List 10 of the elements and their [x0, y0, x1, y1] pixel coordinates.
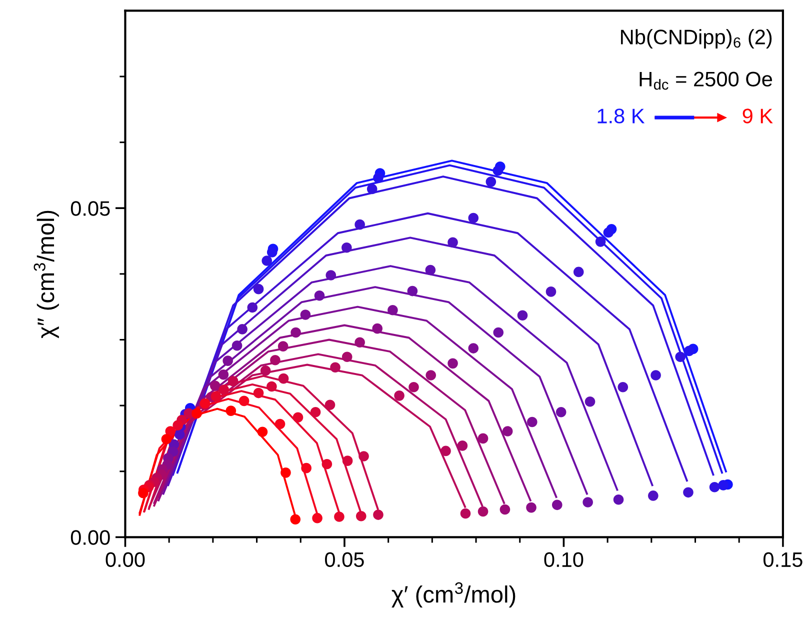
- annotation: H$_{dc}$ = 2500 Oe: [640, 72, 772, 90]
- x-tick-label: 0.15: [763, 552, 802, 568]
- x-tick-label: 0.10: [544, 552, 584, 568]
- annotation: Nb(CNDipp)$_{6}$ (2): [621, 29, 772, 49]
- y-axis-title: χ″ (cm$^{3}$/mol): [34, 210, 59, 338]
- annotation: 1.8 K: [598, 108, 645, 124]
- x-tick-label: 0.00: [106, 552, 145, 568]
- x-axis-title: χ′ (cm$^{3}$/mol): [392, 582, 516, 608]
- annotation: 9 K: [742, 108, 773, 124]
- x-tick-label: 0.05: [325, 552, 364, 568]
